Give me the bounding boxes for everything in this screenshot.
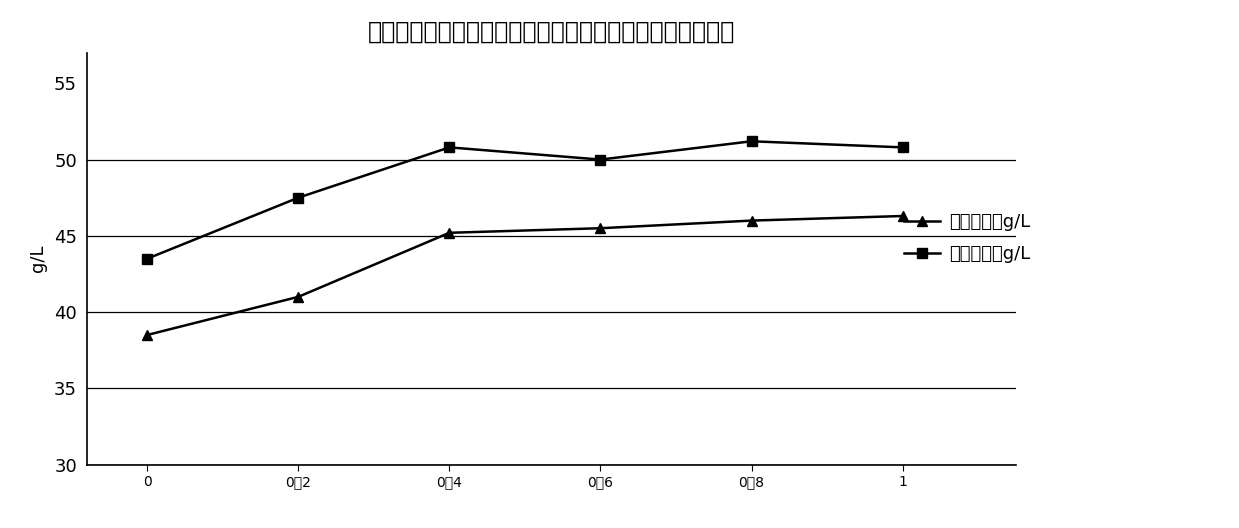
菌体生物量g/L bbox=[291, 294, 306, 300]
Y-axis label: g/L: g/L bbox=[28, 245, 47, 272]
色氨酸产量g/L bbox=[896, 144, 911, 150]
Title: 氯化胆碱添加量对发酵液中菌体生物量和色氨酸产量的影响: 氯化胆碱添加量对发酵液中菌体生物量和色氨酸产量的影响 bbox=[368, 20, 735, 44]
Line: 色氨酸产量g/L: 色氨酸产量g/L bbox=[142, 136, 907, 263]
菌体生物量g/L bbox=[442, 230, 457, 236]
Line: 菌体生物量g/L: 菌体生物量g/L bbox=[142, 211, 907, 340]
菌体生物量g/L bbox=[140, 332, 155, 338]
菌体生物量g/L bbox=[896, 213, 911, 219]
色氨酸产量g/L bbox=[442, 144, 457, 150]
色氨酸产量g/L bbox=[745, 138, 760, 145]
色氨酸产量g/L bbox=[593, 156, 608, 163]
菌体生物量g/L bbox=[593, 225, 608, 231]
色氨酸产量g/L bbox=[291, 194, 306, 201]
Legend: 菌体生物量g/L, 色氨酸产量g/L: 菌体生物量g/L, 色氨酸产量g/L bbox=[904, 213, 1031, 263]
色氨酸产量g/L bbox=[140, 256, 155, 262]
菌体生物量g/L bbox=[745, 218, 760, 224]
